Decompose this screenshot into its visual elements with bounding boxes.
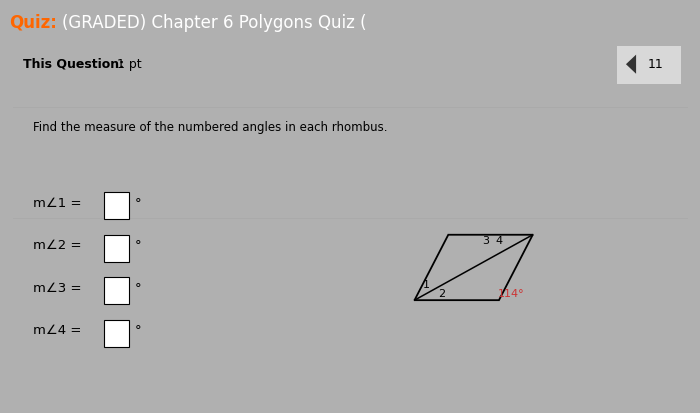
Text: °: ° [135,281,141,294]
Text: °: ° [135,196,141,209]
Text: Quiz:: Quiz: [9,14,57,31]
FancyBboxPatch shape [104,278,130,304]
Text: 114°: 114° [498,288,524,298]
FancyBboxPatch shape [104,193,130,220]
FancyBboxPatch shape [617,46,681,85]
Text: m∠4 =: m∠4 = [33,323,81,336]
Text: °: ° [135,323,141,336]
Text: °: ° [135,238,141,252]
Polygon shape [626,55,636,75]
FancyBboxPatch shape [104,320,130,347]
FancyBboxPatch shape [104,235,130,262]
Text: m∠3 =: m∠3 = [33,281,81,294]
Text: (GRADED) Chapter 6 Polygons Quiz (: (GRADED) Chapter 6 Polygons Quiz ( [62,14,366,31]
Text: m∠2 =: m∠2 = [33,238,81,252]
Text: 2: 2 [438,288,445,298]
Text: m∠1 =: m∠1 = [33,196,81,209]
Text: 4: 4 [496,236,503,246]
Text: 3: 3 [482,235,489,245]
Text: 11: 11 [648,58,664,71]
Text: Find the measure of the numbered angles in each rhombus.: Find the measure of the numbered angles … [33,121,387,134]
Text: 1: 1 [423,279,430,289]
Text: This Question:: This Question: [22,58,124,71]
Text: 1 pt: 1 pt [118,58,142,71]
